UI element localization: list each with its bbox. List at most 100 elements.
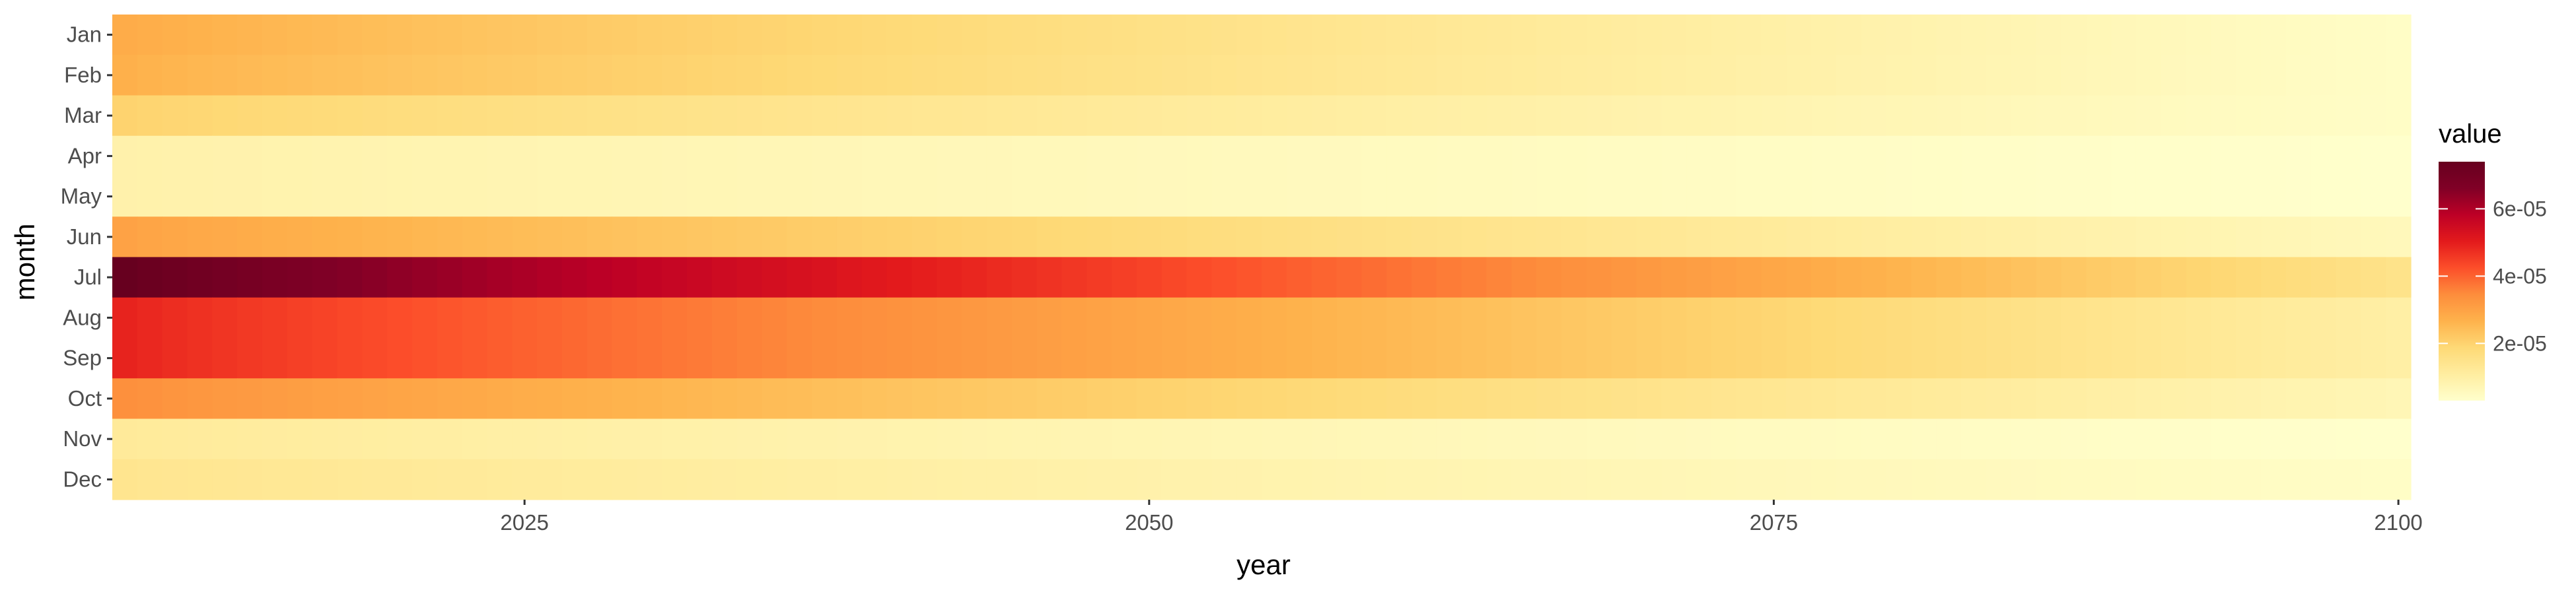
heatmap-cell-nov-2016 — [287, 418, 313, 460]
heatmap-cell-jun-2087 — [2061, 216, 2087, 258]
heatmap-cell-nov-2055 — [1262, 418, 1287, 460]
heatmap-cell-jan-2088 — [2086, 15, 2112, 55]
heatmap-cell-oct-2036 — [787, 378, 812, 420]
heatmap-cell-oct-2058 — [1336, 378, 1362, 420]
heatmap-cell-may-2049 — [1112, 176, 1137, 217]
heatmap-cell-dec-2090 — [2135, 459, 2162, 500]
heatmap-cell-jun-2070 — [1636, 216, 1662, 258]
heatmap-cell-jun-2016 — [287, 216, 313, 258]
heatmap-cell-jul-2036 — [787, 257, 812, 298]
heatmap-cell-nov-2066 — [1536, 418, 1562, 460]
heatmap-cell-nov-2049 — [1112, 418, 1137, 460]
heatmap-cell-feb-2089 — [2111, 55, 2137, 96]
heatmap-cell-aug-2089 — [2111, 297, 2137, 339]
heatmap-cell-dec-2086 — [2036, 459, 2062, 500]
heatmap-cell-mar-2018 — [337, 95, 363, 137]
heatmap-cell-oct-2022 — [437, 378, 463, 420]
heatmap-cell-jul-2030 — [637, 257, 662, 298]
heatmap-cell-may-2098 — [2336, 176, 2361, 217]
heatmap-cell-feb-2016 — [287, 55, 313, 96]
heatmap-cell-mar-2046 — [1036, 95, 1062, 137]
heatmap-cell-feb-2019 — [362, 55, 388, 96]
heatmap-cell-oct-2080 — [1886, 378, 1912, 420]
heatmap-cell-apr-2025 — [512, 135, 538, 177]
heatmap-cell-apr-2086 — [2036, 135, 2062, 177]
heatmap-cell-oct-2091 — [2161, 378, 2187, 420]
heatmap-cell-jan-2035 — [762, 15, 787, 55]
heatmap-cell-apr-2081 — [1911, 135, 1937, 177]
heatmap-cell-nov-2075 — [1761, 418, 1787, 460]
heatmap-cell-jun-2041 — [912, 216, 937, 258]
heatmap-cell-jul-2031 — [662, 257, 688, 298]
heatmap-cell-nov-2098 — [2336, 418, 2361, 460]
heatmap-cell-oct-2038 — [836, 378, 863, 420]
heatmap-cell-dec-2100 — [2386, 459, 2412, 500]
heatmap-cell-feb-2088 — [2086, 55, 2112, 96]
heatmap-cell-aug-2035 — [762, 297, 787, 339]
heatmap-cell-nov-2092 — [2186, 418, 2211, 460]
heatmap-cell-may-2026 — [537, 176, 563, 217]
heatmap-cell-sep-2072 — [1686, 338, 1712, 379]
heatmap-cell-jul-2033 — [711, 257, 738, 298]
heatmap-cell-jun-2095 — [2261, 216, 2287, 258]
heatmap-cell-sep-2009 — [112, 338, 138, 379]
heatmap-cell-feb-2070 — [1636, 55, 1662, 96]
heatmap-cell-aug-2094 — [2236, 297, 2262, 339]
heatmap-cell-sep-2091 — [2161, 338, 2187, 379]
heatmap-cell-dec-2044 — [986, 459, 1013, 500]
heatmap-cell-mar-2070 — [1636, 95, 1662, 137]
heatmap-cell-apr-2099 — [2361, 135, 2386, 177]
heatmap-cell-nov-2096 — [2285, 418, 2312, 460]
heatmap-cell-oct-2013 — [212, 378, 238, 420]
heatmap-cell-apr-2079 — [1861, 135, 1887, 177]
heatmap-cell-jun-2059 — [1361, 216, 1387, 258]
heatmap-cell-sep-2066 — [1536, 338, 1562, 379]
heatmap-cell-jul-2077 — [1811, 257, 1837, 298]
heatmap-cell-jan-2025 — [512, 15, 538, 55]
heatmap-cell-apr-2016 — [287, 135, 313, 177]
heatmap-cell-aug-2042 — [937, 297, 962, 339]
heatmap-cell-may-2086 — [2036, 176, 2062, 217]
heatmap-cell-may-2096 — [2285, 176, 2312, 217]
heatmap-cell-jun-2055 — [1262, 216, 1287, 258]
heatmap-cell-may-2071 — [1661, 176, 1687, 217]
heatmap-cell-oct-2099 — [2361, 378, 2386, 420]
heatmap-cell-feb-2060 — [1386, 55, 1412, 96]
heatmap-cell-apr-2035 — [762, 135, 787, 177]
heatmap-cell-jul-2044 — [986, 257, 1013, 298]
heatmap-cell-aug-2057 — [1311, 297, 1338, 339]
heatmap-cell-may-2046 — [1036, 176, 1062, 217]
heatmap-cell-may-2024 — [487, 176, 513, 217]
heatmap-cell-oct-2009 — [112, 378, 138, 420]
heatmap-cell-may-2067 — [1561, 176, 1587, 217]
heatmap-cell-feb-2052 — [1186, 55, 1212, 96]
heatmap-cell-oct-2039 — [861, 378, 888, 420]
heatmap-cell-jul-2098 — [2336, 257, 2361, 298]
heatmap-cell-jul-2050 — [1136, 257, 1163, 298]
heatmap-cell-nov-2009 — [112, 418, 138, 460]
heatmap-cell-sep-2035 — [762, 338, 787, 379]
heatmap-cell-feb-2082 — [1936, 55, 1962, 96]
heatmap-cell-dec-2034 — [736, 459, 763, 500]
heatmap-cell-jan-2094 — [2236, 15, 2262, 55]
heatmap-cell-jun-2082 — [1936, 216, 1962, 258]
heatmap-cell-jun-2029 — [612, 216, 637, 258]
heatmap-cell-feb-2079 — [1861, 55, 1887, 96]
heatmap-cell-jul-2092 — [2186, 257, 2211, 298]
heatmap-cell-apr-2094 — [2236, 135, 2262, 177]
heatmap-cell-mar-2098 — [2336, 95, 2361, 137]
heatmap-cell-jan-2069 — [1611, 15, 1637, 55]
heatmap-cell-nov-2043 — [962, 418, 987, 460]
heatmap-cell-sep-2078 — [1836, 338, 1862, 379]
heatmap-cell-dec-2082 — [1936, 459, 1962, 500]
heatmap-cell-jun-2012 — [187, 216, 213, 258]
heatmap-cell-may-2011 — [162, 176, 188, 217]
heatmap-cell-jul-2045 — [1011, 257, 1038, 298]
heatmap-cell-sep-2040 — [886, 338, 913, 379]
heatmap-cell-apr-2072 — [1686, 135, 1712, 177]
heatmap-cell-may-2018 — [337, 176, 363, 217]
heatmap-cell-mar-2082 — [1936, 95, 1962, 137]
heatmap-cell-aug-2025 — [512, 297, 538, 339]
heatmap-cell-jun-2050 — [1136, 216, 1163, 258]
heatmap-cell-oct-2023 — [462, 378, 487, 420]
